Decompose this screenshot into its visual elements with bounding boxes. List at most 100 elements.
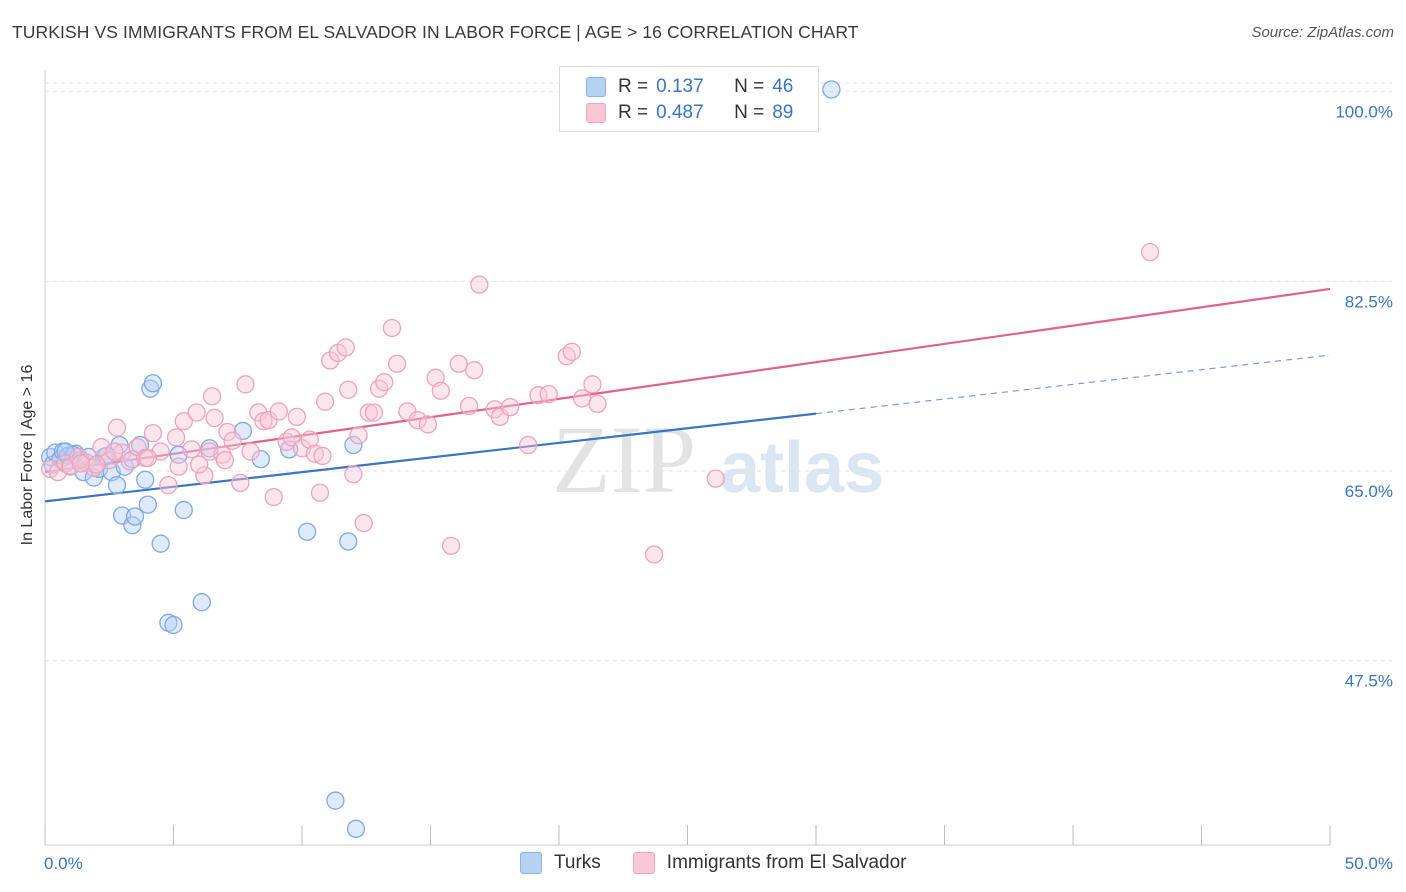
point-el-salvador [588, 394, 607, 413]
point-el-salvador [408, 410, 427, 430]
point-el-salvador [354, 513, 373, 533]
watermark-zip: ZIP [552, 406, 696, 513]
point-el-salvador [190, 455, 209, 474]
point-el-salvador [470, 275, 489, 294]
point-el-salvador [231, 473, 250, 493]
point-el-salvador [87, 455, 106, 474]
point-el-salvador [313, 446, 332, 466]
point-turks [123, 449, 142, 469]
y-tick-labels: 47.5% 65.0% 82.5% 100.0% [1335, 103, 1393, 691]
y-tick-label: 65.0% [1345, 482, 1393, 501]
point-el-salvador [166, 428, 186, 447]
point-el-salvador [215, 451, 235, 470]
point-turks [143, 374, 163, 393]
series-legend-el-salvador[interactable]: Immigrants from El Salvador [632, 852, 907, 874]
point-el-salvador [572, 389, 592, 408]
data-points [40, 80, 1160, 838]
point-el-salvador [105, 442, 124, 461]
legend-swatch-turks [586, 77, 606, 97]
point-el-salvador [706, 469, 725, 488]
y-tick-label: 100.0% [1335, 103, 1393, 122]
point-el-salvador [583, 375, 602, 394]
legend-n-label: N = [734, 76, 765, 97]
point-el-salvador [382, 318, 402, 338]
point-el-salvador [431, 381, 450, 400]
legend: R = 0.137 N = 46 R = 0.487 N = 89 [559, 66, 819, 132]
point-turks [138, 495, 157, 514]
point-el-salvador [310, 483, 330, 502]
series-swatch-turks [520, 852, 542, 874]
x-tick-label: 0.0% [44, 854, 83, 873]
point-el-salvador [120, 452, 139, 471]
point-el-salvador [174, 412, 193, 431]
series-legend-turks[interactable]: Turks [520, 852, 601, 874]
legend-r-label: R = [618, 102, 649, 123]
point-el-salvador [182, 440, 201, 459]
point-turks [822, 80, 841, 99]
point-el-salvador [364, 403, 384, 422]
trend-lines [44, 287, 1331, 503]
legend-r-value: 0.137 [656, 76, 704, 97]
point-turks [339, 532, 358, 551]
x-tick-labels: 0.0% 50.0% [44, 854, 1393, 873]
point-el-salvador [539, 384, 558, 404]
point-el-salvador [159, 475, 178, 495]
point-turks [164, 615, 183, 635]
legend-swatch-el-salvador [586, 103, 606, 123]
point-el-salvador [387, 354, 407, 373]
point-el-salvador [223, 431, 242, 450]
point-el-salvador [449, 354, 468, 373]
point-el-salvador [644, 545, 664, 564]
y-tick-label: 47.5% [1345, 672, 1393, 691]
point-turks [192, 593, 211, 612]
point-turks [297, 522, 317, 541]
point-el-salvador [264, 487, 283, 507]
point-turks [125, 507, 145, 526]
trend-line-turks-extension [815, 354, 1331, 415]
series-legend: Turks Immigrants from El Salvador [520, 852, 938, 874]
point-turks [174, 500, 193, 520]
chart-title: TURKISH VS IMMIGRANTS FROM EL SALVADOR I… [12, 22, 859, 42]
series-name-turks: Turks [554, 852, 601, 873]
point-el-salvador [241, 442, 260, 461]
point-el-salvador [339, 380, 358, 399]
point-turks [136, 470, 155, 489]
point-turks [326, 791, 345, 810]
point-el-salvador [336, 338, 355, 357]
y-tick-label: 82.5% [1345, 292, 1393, 311]
point-el-salvador [300, 430, 319, 449]
trend-line-turks [44, 412, 817, 503]
point-el-salvador [519, 435, 538, 455]
point-el-salvador [138, 448, 157, 468]
grid-lines [45, 82, 1392, 662]
point-el-salvador [249, 403, 268, 422]
point-el-salvador [195, 466, 214, 485]
x-tick-label: 50.0% [1345, 854, 1393, 873]
source-label: Source: ZipAtlas.com [1251, 24, 1394, 41]
series-swatch-el-salvador [632, 852, 655, 874]
point-el-salvador [107, 418, 127, 437]
point-el-salvador [202, 387, 222, 406]
point-el-salvador [71, 454, 91, 473]
point-el-salvador [315, 392, 335, 411]
point-turks [346, 819, 366, 838]
point-turks [107, 475, 127, 495]
point-el-salvador [169, 457, 188, 476]
point-turks [251, 449, 271, 469]
series-name-el-salvador: Immigrants from El Salvador [666, 852, 907, 873]
point-el-salvador [349, 426, 368, 445]
axes [44, 70, 1331, 846]
point-el-salvador [562, 342, 581, 361]
point-el-salvador [287, 407, 307, 427]
point-turks [344, 435, 363, 455]
point-turks [115, 457, 134, 476]
point-el-salvador [187, 403, 206, 422]
point-el-salvador [465, 361, 484, 380]
point-el-salvador [344, 465, 363, 484]
point-el-salvador [321, 351, 340, 370]
point-el-salvador [375, 373, 394, 392]
point-el-salvador [441, 536, 461, 555]
point-turks [151, 534, 170, 553]
legend-row-turks: R = 0.137 N = 46 [586, 75, 793, 99]
